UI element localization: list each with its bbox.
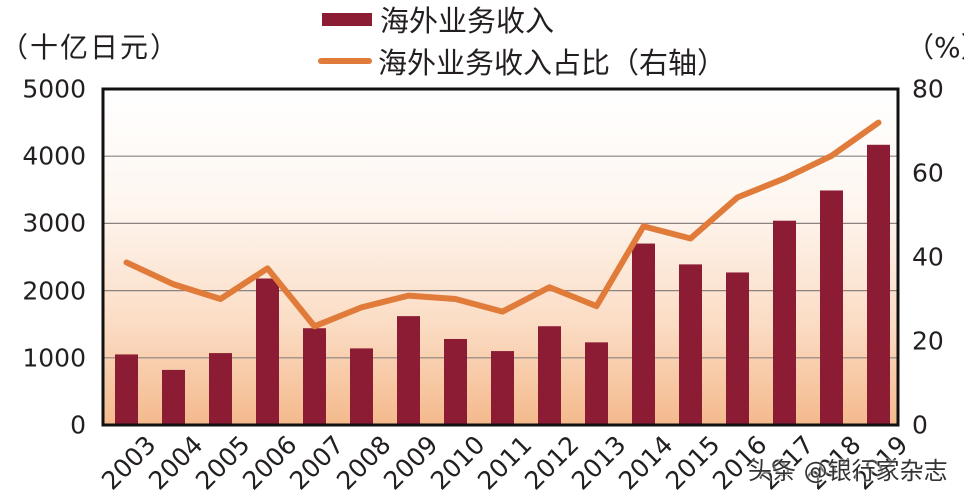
bar-2006 xyxy=(256,278,279,425)
left-tick-label: 1000 xyxy=(22,343,86,373)
left-tick-label: 3000 xyxy=(22,208,86,238)
right-tick-label: 80 xyxy=(912,74,944,104)
bar-2004 xyxy=(162,369,185,425)
bar-2010 xyxy=(444,338,467,425)
right-tick-label: 60 xyxy=(912,158,944,188)
left-axis-unit-label: （十亿日元） xyxy=(0,31,181,64)
bar-2012 xyxy=(538,326,561,425)
left-tick-label: 5000 xyxy=(22,74,86,104)
right-axis-unit-label: （%） xyxy=(906,31,964,64)
right-tick-label: 0 xyxy=(912,410,928,440)
bar-2017 xyxy=(773,220,796,425)
right-tick-label: 40 xyxy=(912,242,944,272)
bar-2007 xyxy=(303,328,326,425)
legend-bar-swatch xyxy=(322,12,372,26)
plot-frame xyxy=(101,87,900,427)
bar-2008 xyxy=(350,348,373,425)
left-tick-label: 4000 xyxy=(22,141,86,171)
bar-2005 xyxy=(209,353,232,425)
left-tick-label: 0 xyxy=(70,410,86,440)
legend-item-revenue: 海外业务收入 xyxy=(322,0,554,40)
legend-item-share: 海外业务收入占比（右轴） xyxy=(318,40,726,82)
share-line-series xyxy=(123,119,882,330)
bar-2003 xyxy=(115,354,138,425)
bar-2009 xyxy=(397,316,420,425)
bar-2014 xyxy=(632,243,655,425)
right-tick-label: 20 xyxy=(912,326,944,356)
bar-2018 xyxy=(820,190,843,425)
bar-2016 xyxy=(726,272,749,425)
left-tick-label: 2000 xyxy=(22,276,86,306)
legend-label-share: 海外业务收入占比（右轴） xyxy=(378,46,727,80)
bar-2013 xyxy=(585,342,608,425)
legend-line-swatch xyxy=(318,58,372,64)
bar-2011 xyxy=(491,351,514,425)
watermark: 头条 @银行家杂志 xyxy=(748,457,948,485)
bar-series xyxy=(115,144,890,425)
bar-2015 xyxy=(679,264,702,425)
bar-2019 xyxy=(867,144,890,425)
legend-label-revenue: 海外业务收入 xyxy=(380,4,555,38)
